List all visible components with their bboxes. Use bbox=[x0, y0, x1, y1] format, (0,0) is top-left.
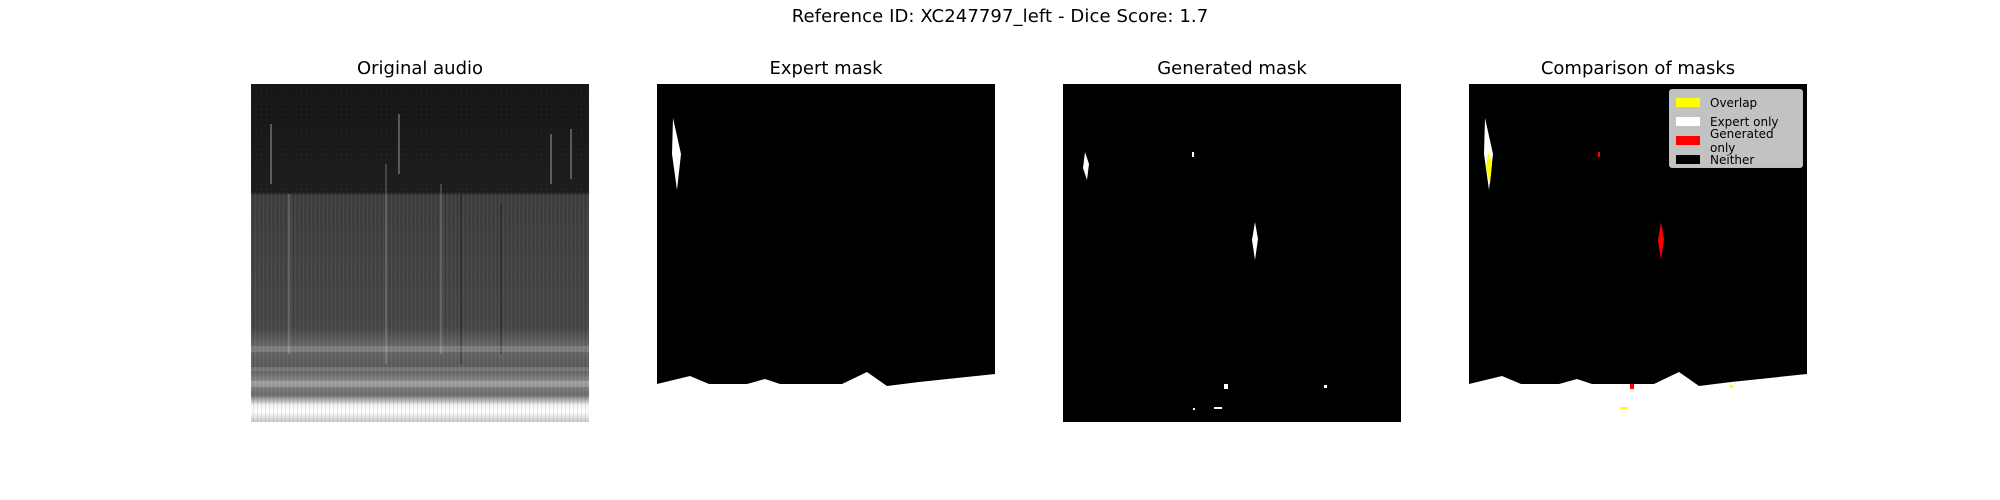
figure-suptitle: Reference ID: XC247797_left - Dice Score… bbox=[791, 6, 1209, 27]
legend-swatch-overlap bbox=[1676, 98, 1700, 107]
legend-label-generated-only: Generated only bbox=[1710, 126, 1774, 155]
legend-item-generated-only: Generated only bbox=[1676, 127, 1796, 155]
legend-swatch-neither bbox=[1676, 155, 1700, 164]
legend-item-neither: Neither bbox=[1676, 150, 1796, 169]
legend-item-overlap: Overlap bbox=[1676, 93, 1796, 112]
generated-mask-image bbox=[1063, 84, 1401, 422]
panel-title-generated-mask: Generated mask bbox=[1157, 58, 1307, 79]
spectrogram-panel bbox=[251, 84, 589, 422]
panel-title-expert-mask: Expert mask bbox=[769, 58, 883, 79]
legend-swatch-generated-only bbox=[1676, 136, 1700, 145]
comparison-legend: Overlap Expert only Generated only Neith… bbox=[1669, 89, 1803, 168]
spectrogram-image bbox=[251, 84, 589, 422]
expert-mask-image bbox=[657, 84, 995, 422]
legend-item-expert-only: Expert only bbox=[1676, 112, 1796, 131]
legend-label-overlap: Overlap bbox=[1710, 95, 1758, 110]
generated-mask-panel bbox=[1063, 84, 1401, 422]
legend-label-neither: Neither bbox=[1710, 152, 1755, 167]
expert-mask-panel bbox=[657, 84, 995, 422]
legend-label-expert-only: Expert only bbox=[1710, 114, 1779, 129]
legend-swatch-expert-only bbox=[1676, 117, 1700, 126]
panel-title-comparison: Comparison of masks bbox=[1540, 58, 1736, 79]
panel-title-original-audio: Original audio bbox=[356, 58, 484, 79]
